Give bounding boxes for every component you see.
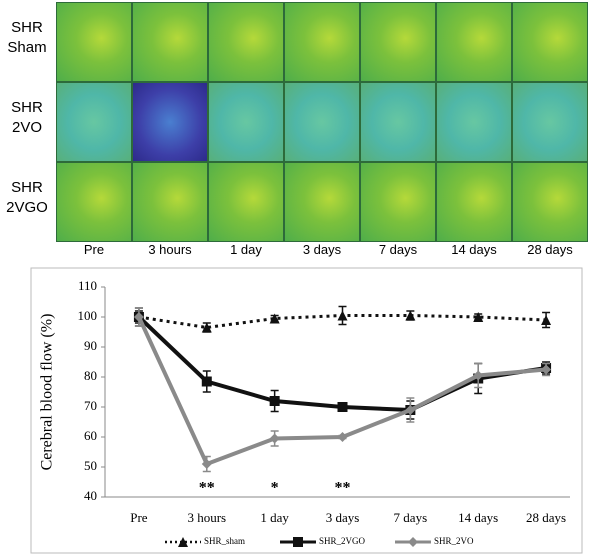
row-label: SHR Sham [7,19,47,56]
brain-image [208,82,284,162]
significance-label: * [271,480,279,497]
brain-image [436,2,512,82]
y-axis-label: Cerebral blood flow (%) [39,314,56,471]
x-tick-label: 3 hours [187,510,226,525]
marker [541,315,552,325]
image-panel: SHR Sham SHR 2VO SHR 2VGO Pre 3 hours 1 day 3 … [0,0,590,265]
y-tick-label: 40 [84,488,97,503]
column-label: 7 days [378,242,418,257]
x-tick-label: 3 days [326,510,360,525]
brain-image [208,162,284,242]
legend-marker [293,537,303,547]
brain-image [512,162,588,242]
legend-label: SHR_sham [204,536,245,546]
brain-image [360,82,436,162]
brain-image [56,2,132,82]
y-tick-label: 100 [78,308,98,323]
y-tick-label: 60 [84,428,97,443]
brain-image [132,162,208,242]
marker [201,459,212,469]
brain-image [284,82,360,162]
brain-image [360,162,436,242]
marker [269,396,280,406]
marker [337,432,348,442]
column-label: 1 day [230,242,262,257]
brain-image [360,2,436,82]
brain-image [284,162,360,242]
x-tick-label: Pre [130,510,148,525]
y-tick-label: 110 [78,278,97,293]
row-label: SHR 2VO [11,99,43,136]
column-label: 3 days [302,242,342,257]
brain-image [436,162,512,242]
brain-image [284,2,360,82]
legend-marker [178,537,188,547]
marker [201,376,212,387]
legend-label: SHR_2VGO [319,536,366,546]
y-tick-label: 70 [84,398,97,413]
x-tick-label: 1 day [260,510,289,525]
marker [201,322,212,333]
column-label: Pre [83,242,105,257]
legend-label: SHR_2VO [434,536,474,546]
brain-image [208,2,284,82]
x-tick-label: 28 days [526,510,566,525]
marker [405,405,416,415]
x-tick-label: 7 days [394,510,428,525]
brain-image [132,2,208,82]
marker [269,313,280,324]
chart-frame [30,267,583,554]
column-label: 14 days [451,242,497,257]
significance-label: ** [199,480,215,497]
y-tick-label: 90 [84,338,97,353]
row-label: SHR 2VGO [6,179,48,216]
marker [473,312,484,322]
y-tick-label: 80 [84,368,97,383]
brain-image [56,82,132,162]
marker [405,310,416,321]
column-label: 28 days [527,242,573,257]
marker [337,310,348,321]
brain-image [512,82,588,162]
marker [541,364,552,375]
y-tick-label: 50 [84,458,97,473]
brain-image [132,82,208,162]
legend-marker [408,537,418,547]
column-label: 3 hours [148,242,192,257]
brain-image [512,2,588,82]
marker [473,370,484,381]
significance-label: ** [335,480,351,497]
brain-image [56,162,132,242]
brain-image [436,82,512,162]
marker [133,312,144,322]
series-line [137,315,547,413]
x-tick-label: 14 days [458,510,498,525]
marker [337,402,348,412]
marker [269,433,280,444]
